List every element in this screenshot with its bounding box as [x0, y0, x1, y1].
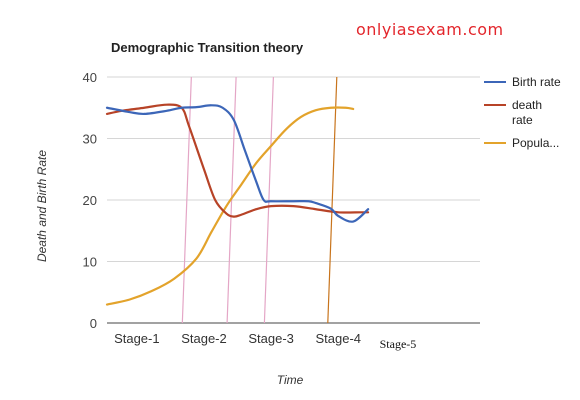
series-line-population: [105, 106, 355, 306]
chart-title: Demographic Transition theory: [111, 40, 304, 55]
x-category-label: Stage-4: [315, 331, 361, 346]
legend-label: death rate: [512, 98, 543, 127]
y-axis-label: Death and Birth Rate: [35, 149, 49, 263]
legend-item-population: Popula...: [484, 136, 576, 151]
y-tick-label: 30: [83, 132, 97, 147]
stage-boundary-line: [263, 76, 274, 324]
legend-swatch-death-rate: [484, 104, 506, 106]
gridlines: [107, 76, 480, 324]
y-tick-labels: 0 10 20 30 40: [83, 70, 97, 331]
y-tick-label: 20: [83, 193, 97, 208]
x-category-label: Stage-1: [114, 331, 160, 346]
y-tick-label: 10: [83, 255, 97, 270]
watermark: onlyiasexam.com: [356, 20, 504, 39]
legend: Birth rate death rate Popula...: [484, 75, 576, 159]
y-tick-label: 40: [83, 70, 97, 85]
x-category-label: Stage-2: [181, 331, 227, 346]
y-tick-label: 0: [90, 316, 97, 331]
stage-boundary-line: [327, 76, 338, 324]
stage-boundary-line: [181, 76, 192, 324]
legend-item-birth-rate: Birth rate: [484, 75, 576, 90]
x-category-labels: Stage-1 Stage-2 Stage-3 Stage-4 Stage-5: [114, 331, 416, 351]
x-axis-label: Time: [276, 373, 304, 387]
legend-swatch-population: [484, 142, 506, 144]
series-line-birth-rate: [105, 104, 370, 223]
legend-swatch-birth-rate: [484, 81, 506, 83]
legend-label: Birth rate: [512, 75, 561, 89]
legend-item-death-rate: death rate: [484, 98, 576, 128]
x-category-label: Stage-3: [248, 331, 294, 346]
series-lines: [105, 103, 370, 306]
legend-label: Popula...: [512, 136, 560, 150]
x-category-label: Stage-5: [380, 337, 417, 351]
series-line-death-rate: [105, 103, 370, 218]
